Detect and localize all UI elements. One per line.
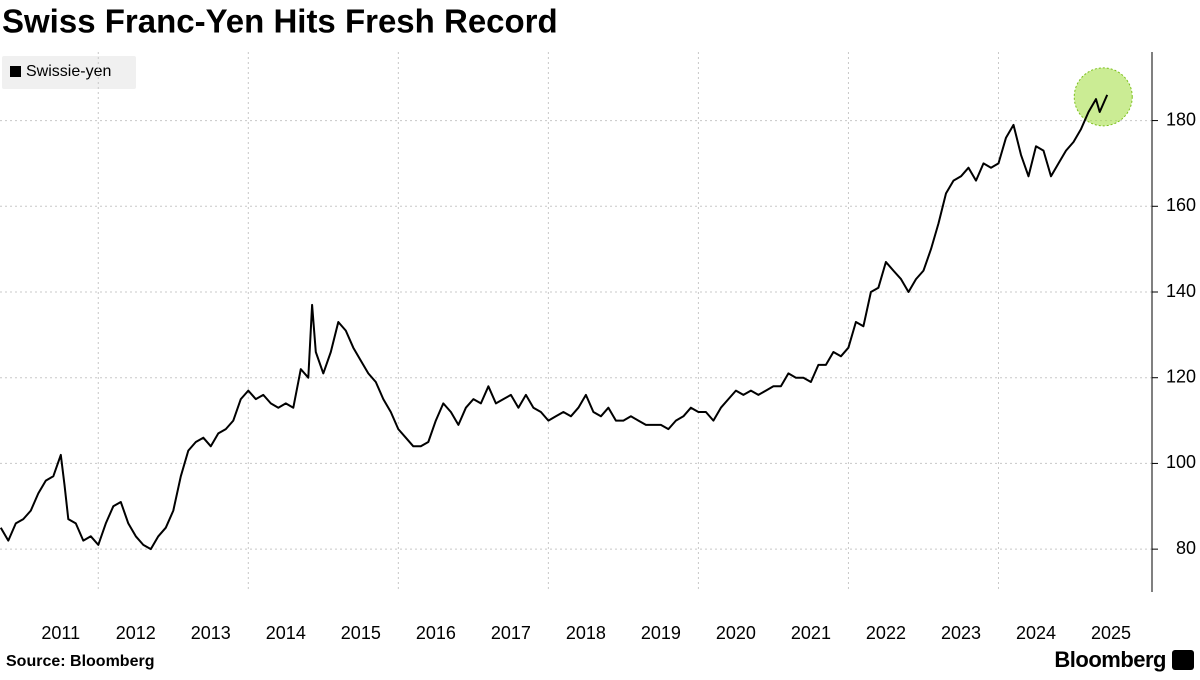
- source: Source: Bloomberg: [6, 653, 154, 670]
- highlight: [1073, 67, 1133, 127]
- y-tick-label: 140: [1166, 281, 1196, 301]
- x-tick-label: 2013: [191, 623, 231, 643]
- x-tick-label: 2011: [41, 623, 80, 643]
- x-tick-label: 2022: [866, 623, 906, 643]
- x-tick-label: 2012: [116, 623, 156, 643]
- y-tick-label: 120: [1166, 366, 1196, 386]
- x-tick-label: 2019: [641, 623, 681, 643]
- x-tick-label: 2018: [566, 623, 606, 643]
- x-tick-label: 2023: [941, 623, 981, 643]
- brand: Bloomberg: [1054, 647, 1166, 672]
- x-tick-label: 2015: [341, 623, 381, 643]
- y-tick-label: 100: [1166, 452, 1196, 472]
- x-tick-label: 2025: [1091, 623, 1131, 643]
- chart-title: Swiss Franc-Yen Hits Fresh Record: [2, 3, 558, 40]
- line: [0, 94, 1109, 551]
- brand-icon: [1172, 650, 1194, 670]
- legend-box: [2, 56, 136, 89]
- legend-swatch: [10, 66, 21, 77]
- legend-label: Swissie-yen: [26, 63, 111, 80]
- y-tick-label: 80: [1176, 538, 1196, 558]
- x-tick-label: 2014: [266, 623, 306, 643]
- x-tick-label: 2024: [1016, 623, 1056, 643]
- y-tick-label: 160: [1166, 195, 1196, 215]
- y-tick-label: 180: [1166, 109, 1196, 129]
- x-tick-label: 2016: [416, 623, 456, 643]
- x-tick-label: 2021: [791, 623, 831, 643]
- x-tick-label: 2020: [716, 623, 756, 643]
- x-tick-label: 2017: [491, 623, 531, 643]
